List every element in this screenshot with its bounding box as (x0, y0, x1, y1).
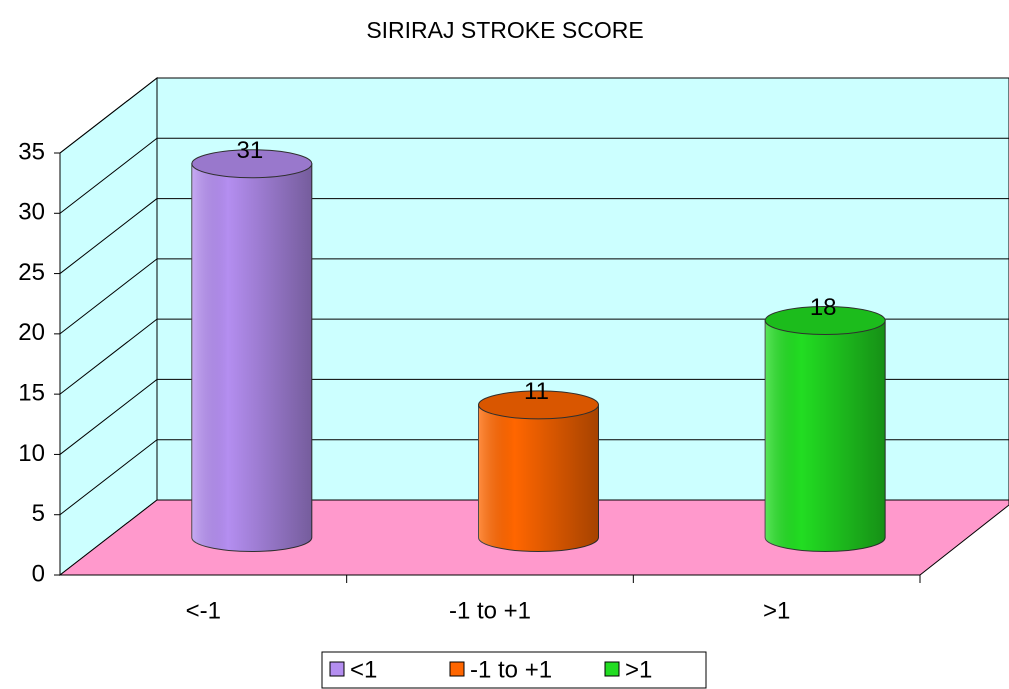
grid-line (59, 258, 158, 335)
bar-top (191, 149, 313, 179)
grid-line (59, 379, 158, 455)
legend-label: <1 (350, 656, 377, 683)
bar (478, 390, 599, 552)
y-tick-label: 35 (18, 138, 45, 165)
bar-top (478, 390, 599, 420)
y-tick-label: 30 (18, 199, 45, 226)
x-tick-label: <-1 (186, 597, 221, 624)
x-tick-label: -1 to +1 (449, 597, 531, 624)
bar-top-shade (478, 390, 599, 419)
y-tick-label: 25 (18, 259, 45, 286)
y-tick-label: 20 (18, 319, 45, 346)
bar-shade (765, 320, 886, 552)
y-tick-label: 5 (32, 500, 45, 527)
chart-title: SIRIRAJ STROKE SCORE (366, 17, 643, 43)
legend-label: >1 (625, 656, 652, 683)
bar-shade (478, 404, 599, 552)
legend-swatch (604, 661, 620, 677)
legend-swatch (449, 661, 465, 677)
y-tick-label: 0 (32, 560, 45, 587)
data-label: 31 (236, 137, 263, 164)
bar (191, 149, 313, 552)
bar (764, 305, 886, 552)
legend-swatch (329, 661, 345, 677)
bar-top-shade (191, 149, 312, 178)
side-wall (59, 76, 158, 577)
grid-line (59, 137, 158, 214)
bar-top-shade (765, 306, 886, 335)
bar-top (764, 305, 886, 335)
grid-line (59, 77, 158, 154)
bar-shade (191, 163, 312, 552)
y-tick-label: 10 (18, 440, 45, 467)
grid-line (59, 198, 158, 274)
x-tick-label: >1 (763, 597, 790, 624)
data-label: 18 (810, 294, 837, 321)
legend-label: -1 to +1 (470, 656, 552, 683)
legend-box (321, 651, 707, 689)
data-label: 11 (524, 378, 549, 405)
y-tick-label: 15 (18, 379, 45, 406)
grid-line (59, 439, 158, 516)
grid-line (59, 318, 158, 395)
